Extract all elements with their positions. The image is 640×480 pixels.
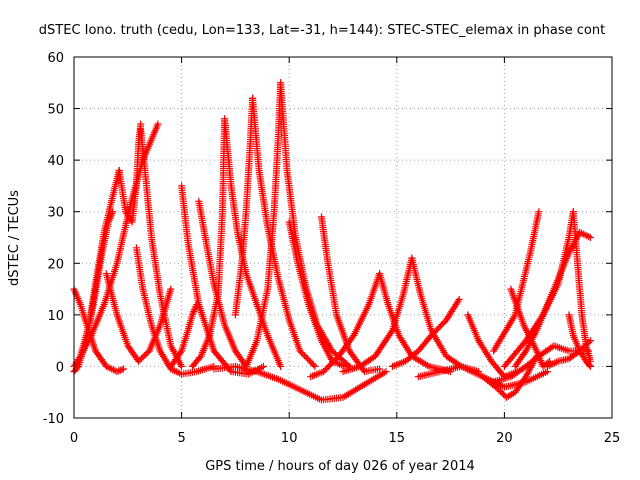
data-point-markers: [132, 244, 218, 378]
series-arc-23: [339, 254, 416, 376]
data-point-markers: [285, 218, 349, 370]
x-tick-label: 10: [281, 431, 298, 446]
x-tick-labels: 0 5 10 15 20 25: [70, 431, 620, 446]
series-arc-18: [285, 218, 349, 370]
data-point-markers: [307, 270, 384, 381]
y-tick-label: 30: [47, 206, 64, 221]
data-point-markers: [210, 362, 390, 404]
series-arc-20: [210, 362, 390, 404]
series-arc-32: [490, 208, 543, 355]
series-arc-35: [569, 208, 594, 365]
chart-title: dSTEC Iono. truth (cedu, Lon=133, Lat=-3…: [39, 23, 605, 38]
data-point-markers: [339, 254, 416, 376]
data-point-markers: [490, 208, 543, 355]
data-point-markers: [102, 270, 175, 365]
x-tick-label: 20: [496, 431, 513, 446]
y-tick-label: 10: [47, 309, 64, 324]
y-axis-label: dSTEC / TECUs: [7, 190, 22, 286]
y-tick-label: -10: [43, 412, 64, 427]
data-point-markers: [389, 295, 463, 370]
series-layer: [70, 79, 594, 404]
series-arc-33: [500, 208, 577, 370]
x-axis-label: GPS time / hours of day 026 of year 2014: [205, 459, 475, 474]
data-point-markers: [500, 208, 577, 370]
y-tick-label: 40: [47, 154, 64, 169]
data-point-markers: [569, 208, 594, 365]
series-arc-10: [167, 301, 201, 370]
series-arc-16: [242, 79, 285, 370]
data-point-markers: [543, 337, 594, 370]
data-point-markers: [167, 301, 201, 370]
y-tick-label: 20: [47, 257, 64, 272]
x-tick-label: 15: [389, 431, 406, 446]
data-point-markers: [188, 115, 229, 370]
y-tick-labels: -10 0 10 20 30 40 50 60: [43, 51, 64, 427]
x-tick-label: 0: [70, 431, 78, 446]
plot-frame: [73, 56, 613, 419]
data-point-markers: [242, 79, 285, 370]
y-tick-label: 50: [47, 103, 64, 118]
series-arc-25: [389, 295, 463, 370]
series-arc-12: [188, 115, 229, 370]
series-arc-21: [307, 270, 384, 381]
series-arc-7: [132, 244, 218, 378]
y-tick-label: 0: [56, 360, 64, 375]
series-arc-27: [464, 311, 521, 381]
x-tick-label: 25: [604, 431, 621, 446]
series-arc-8: [102, 270, 175, 365]
x-tick-label: 5: [177, 431, 185, 446]
data-point-markers: [464, 311, 521, 381]
y-tick-label: 60: [47, 51, 64, 66]
series-arc-36: [543, 337, 594, 370]
